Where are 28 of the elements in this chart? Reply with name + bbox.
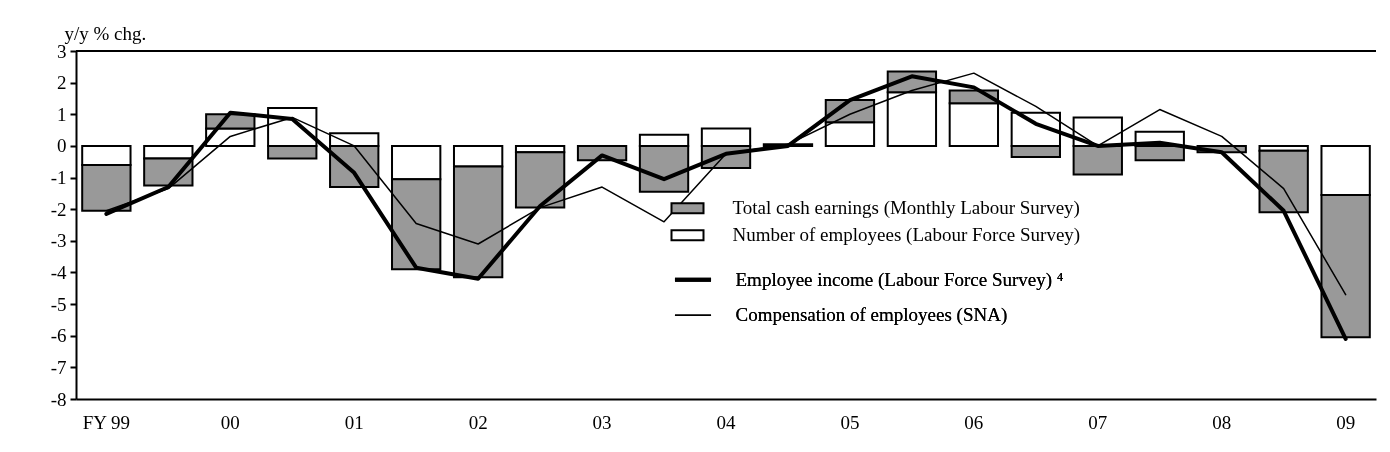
y-tick-label: -3	[50, 230, 67, 252]
y-tick-label: 3	[57, 40, 67, 62]
y-tick-label: -7	[50, 356, 67, 378]
x-tick-label: 08	[1212, 411, 1232, 433]
x-tick-label: 02	[468, 411, 488, 433]
x-tick-label: 00	[220, 411, 240, 433]
y-tick-label: -4	[50, 261, 67, 283]
x-tick-label: 05	[840, 411, 860, 433]
legend-label: Employee income (Labour Force Survey) ⁴	[735, 268, 1064, 291]
y-tick-label: -5	[50, 293, 67, 315]
y-tick-label: -2	[50, 198, 67, 220]
legend-label: Compensation of employees (SNA)	[735, 304, 1008, 327]
x-tick-label: 03	[592, 411, 612, 433]
y-tick-label: 1	[57, 103, 67, 125]
y-tick-label: 2	[57, 72, 67, 94]
y-tick-label: 0	[57, 135, 67, 157]
x-tick-label: 07	[1088, 411, 1108, 433]
y-tick-label: -6	[50, 325, 67, 347]
x-tick-label: 06	[964, 411, 984, 433]
y-tick-label: -8	[50, 388, 67, 410]
y-axis-title: y/y % chg.	[64, 22, 147, 44]
x-tick-label: 04	[716, 411, 736, 433]
legend-label: Number of employees (Labour Force Survey)	[732, 224, 1081, 247]
x-tick-label: 09	[1336, 411, 1356, 433]
x-tick-label: 01	[344, 411, 364, 433]
y-tick-label: -1	[50, 167, 67, 189]
x-tick-label: FY 99	[82, 411, 131, 433]
legend-label: Total cash earnings (Monthly Labour Survey)	[732, 197, 1080, 220]
